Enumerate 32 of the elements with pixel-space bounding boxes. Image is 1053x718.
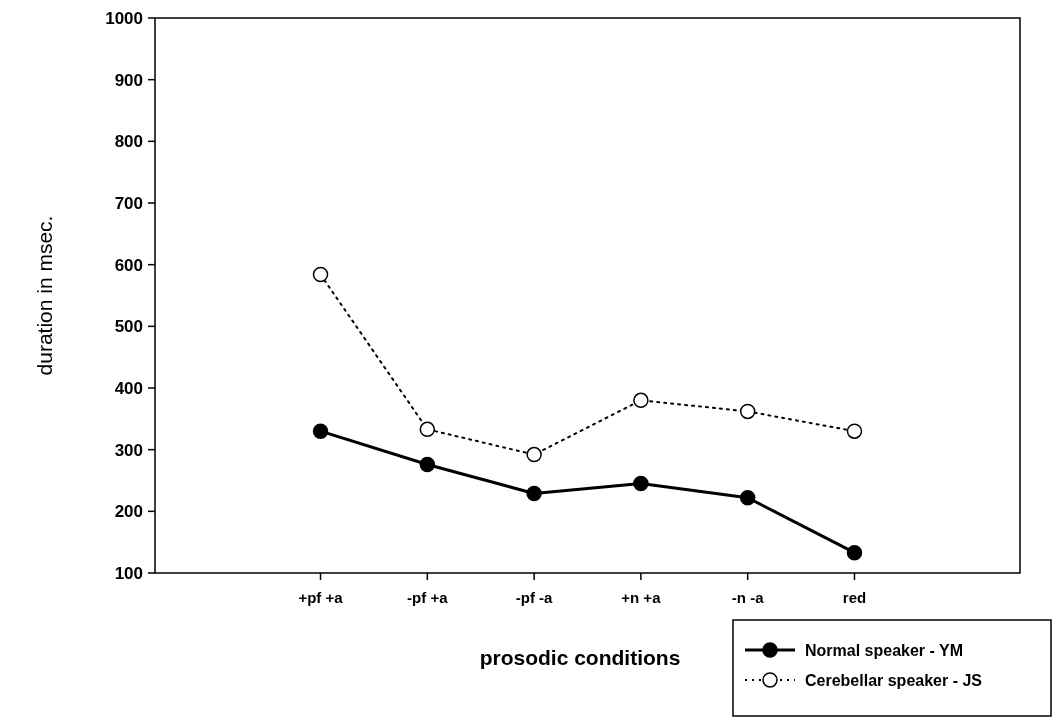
point	[633, 392, 649, 409]
point	[526, 485, 542, 502]
point	[312, 423, 329, 439]
x-tick-label: red	[842, 589, 867, 606]
x-tick-label: -pf -a	[515, 589, 554, 606]
y-tick-label: 500	[114, 317, 143, 337]
y-tick-label: 800	[114, 132, 143, 152]
y-tick-label: 600	[114, 255, 143, 275]
point	[633, 475, 649, 492]
point	[739, 490, 756, 506]
x-tick-label: -pf +a	[407, 589, 449, 606]
point	[846, 544, 863, 561]
point	[526, 446, 542, 463]
legend-label: Normal speaker - YM	[805, 641, 963, 659]
point	[846, 423, 863, 439]
x-tick-label: +pf +a	[298, 589, 344, 606]
point	[312, 266, 329, 283]
point	[739, 403, 756, 420]
y-tick-label: 200	[114, 502, 143, 522]
point	[419, 421, 436, 438]
y-axis-title: duration in msec.	[33, 215, 56, 376]
y-tick-label: 700	[114, 193, 143, 213]
point	[419, 456, 436, 473]
x-tick-label: +n +a	[621, 589, 662, 606]
y-tick-label: 100	[114, 563, 143, 583]
y-tick-label: 300	[114, 440, 143, 460]
y-tick-label: 900	[114, 70, 143, 90]
legend-label: Cerebellar speaker - JS	[805, 671, 983, 689]
y-tick-label: 1000	[105, 8, 143, 28]
x-tick-label: -n -a	[731, 589, 765, 606]
x-axis-title: prosodic conditions	[479, 646, 681, 669]
y-tick-label: 400	[114, 378, 143, 398]
